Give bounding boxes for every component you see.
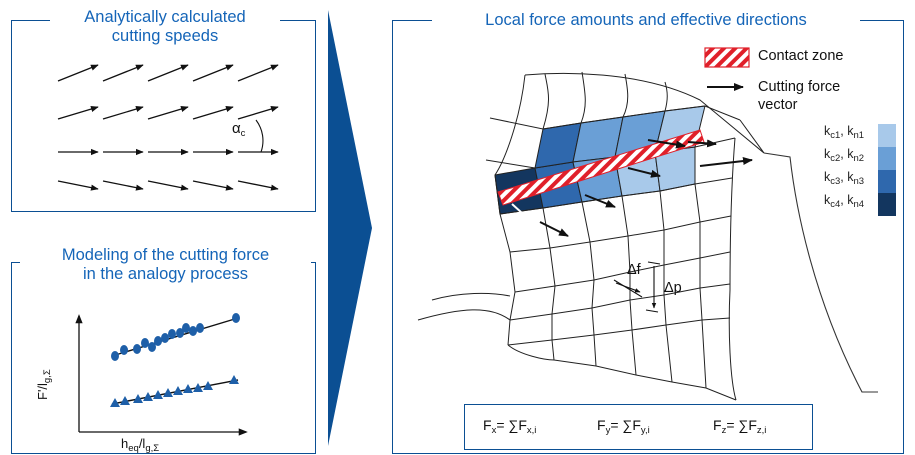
speed-vector	[192, 106, 234, 120]
model-title-line2: in the analogy process	[82, 265, 249, 283]
delta-p-label: Δp	[664, 280, 682, 296]
speed-vector	[57, 106, 99, 120]
tool-outline	[763, 152, 878, 393]
force-vectors-white	[511, 203, 541, 233]
k-scale-row: kc1, kn1	[824, 124, 865, 141]
k-color-scale	[878, 124, 896, 216]
legend-cutting-force-vector: Cutting force vector	[758, 79, 841, 113]
delta-f-label: Δf	[627, 262, 641, 278]
x-axis-label: heq/lg,Σ	[121, 436, 160, 454]
model-title: Modeling of the cutting force in the ana…	[20, 246, 311, 284]
speeds-title-line2: cutting speeds	[111, 27, 219, 45]
delta-markers	[613, 261, 661, 313]
k-scale-row: kc4, kn4	[824, 193, 865, 210]
force-sum-formula: Fz= ∑Fz,i	[713, 417, 767, 436]
force-sum-formula: Fy= ∑Fy,i	[597, 417, 650, 436]
speed-vector	[192, 180, 234, 191]
model-title-line1: Modeling of the cutting force	[61, 246, 270, 264]
local-forces-title: Local force amounts and effective direct…	[432, 11, 860, 30]
angle-arc	[255, 119, 264, 153]
formula-box	[464, 404, 813, 450]
speed-vector	[147, 180, 189, 191]
mesh-grid	[417, 71, 765, 401]
speed-vector	[237, 106, 279, 120]
speed-vector	[192, 64, 234, 82]
k-scale-row: kc2, kn2	[824, 147, 865, 164]
force-vectors	[539, 139, 753, 237]
speed-vector	[102, 180, 144, 191]
speed-vector	[147, 64, 189, 82]
k-scale-row: kc3, kn3	[824, 170, 865, 187]
speed-vector	[57, 64, 99, 82]
speed-vector	[237, 64, 279, 82]
force-sum-formula: Fx= ∑Fx,i	[483, 417, 537, 436]
lower-data-points	[110, 375, 239, 407]
local-forces-panel	[392, 20, 904, 454]
speed-vector	[57, 180, 99, 191]
upper-data-points	[111, 313, 240, 361]
alpha-c-label: αc	[232, 120, 246, 139]
speeds-title-line1: Analytically calculated	[84, 8, 246, 26]
speeds-panel	[11, 20, 316, 212]
contact-zone-swatch	[704, 47, 750, 68]
colored-cells	[494, 105, 706, 215]
force-model-plot	[75, 313, 248, 436]
contact-zone-band	[497, 129, 705, 206]
speed-vector	[102, 64, 144, 82]
speed-vectors	[57, 64, 279, 191]
speed-vector	[237, 180, 279, 191]
legend-contact-zone: Contact zone	[758, 48, 844, 64]
speed-vector	[147, 106, 189, 120]
speed-vector	[102, 106, 144, 120]
speeds-title: Analytically calculated cutting speeds	[50, 8, 280, 46]
